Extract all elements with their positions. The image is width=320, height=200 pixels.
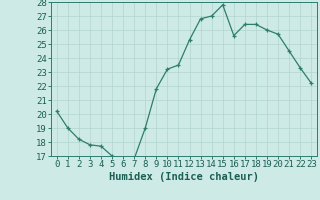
X-axis label: Humidex (Indice chaleur): Humidex (Indice chaleur) [109, 172, 259, 182]
